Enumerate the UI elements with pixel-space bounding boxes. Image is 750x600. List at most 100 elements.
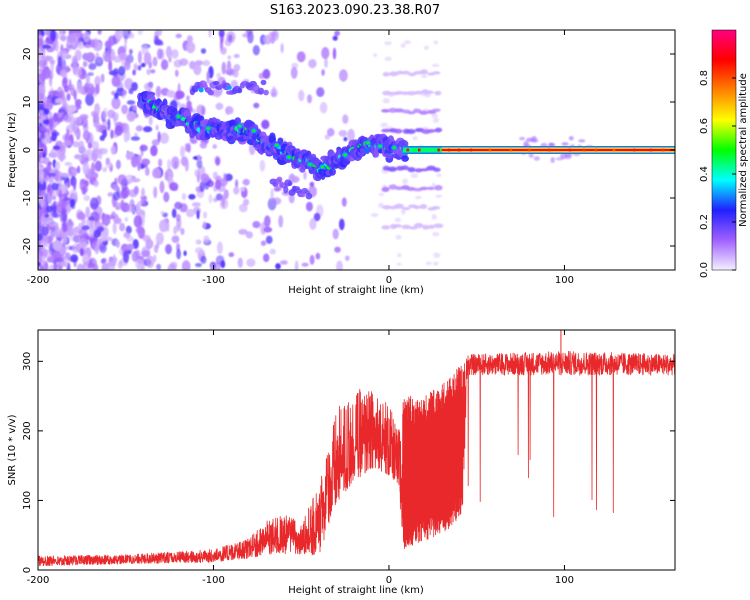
noise-blob [40,190,47,199]
noise-blob [59,172,69,177]
noise-blob [78,228,88,238]
noise-blob [85,93,95,106]
noise-blob [124,217,129,222]
noise-blob [262,253,270,263]
noise-blob [72,140,80,148]
constant-band-core [441,148,675,152]
harmonic-blob [406,129,416,134]
noise-blob [175,213,181,222]
noise-blob [110,129,114,139]
harmonic-blob [414,90,423,95]
noise-blob [42,260,48,267]
noise-blob [206,71,210,82]
noise-blob [130,155,138,168]
noise-blob [66,34,77,43]
noise-blob [382,98,390,104]
noise-blob [180,156,189,167]
noise-blob [224,173,233,182]
noise-blob [279,260,288,265]
noise-blob [101,262,109,270]
noise-blob [126,243,135,251]
ridge-branch-blob [276,176,283,182]
noise-blob [194,169,200,177]
harmonic-blob [381,186,390,193]
noise-blob [160,59,169,71]
noise-blob [578,139,586,143]
noise-blob [327,127,335,137]
noise-blob [135,259,145,270]
noise-blob [76,43,85,50]
noise-blob [233,53,240,59]
noise-blob [215,102,224,110]
noise-blob [57,55,63,67]
noise-blob [169,182,179,191]
noise-blob [433,40,439,45]
noise-blob [265,235,273,245]
noise-blob [66,221,75,227]
noise-blob [100,73,105,83]
y-tick-label: 300 [22,352,33,371]
noise-blob [223,172,227,182]
noise-blob [78,237,87,244]
noise-blob [155,85,162,98]
ridge-peak-center [308,163,312,166]
noise-blob [143,82,154,91]
harmonic-blob [422,224,430,230]
noise-blob [66,128,70,141]
noise-blob [123,44,127,53]
noise-blob [59,211,65,223]
noise-blob [59,261,67,267]
noise-blob [167,263,177,270]
noise-blob [74,98,82,107]
noise-blob [95,125,101,133]
noise-blob [212,144,217,149]
noise-blob [119,222,126,232]
noise-blob [62,96,67,110]
noise-blob [39,169,44,180]
harmonic-blob [382,72,390,77]
noise-blob [403,40,411,45]
noise-blob [112,191,120,201]
noise-blob [41,226,50,236]
harmonic-blob [381,128,391,133]
noise-blob [87,72,94,77]
noise-blob [308,59,317,69]
ridge-peak-center [320,165,324,169]
noise-blob [397,252,402,258]
ridge-branch-core [226,85,232,90]
noise-blob [157,131,161,143]
noise-blob [200,255,207,264]
noise-blob [223,189,229,200]
constant-band-speckle [633,148,636,152]
noise-blob [117,260,123,270]
noise-blob [550,157,555,164]
x-tick-label: -100 [202,275,225,286]
snr-line [38,350,675,567]
snr-panel: -200 -100 0 100 0 100 200 300 Height of straigh… [7,329,676,596]
harmonic-blob [433,167,441,172]
noise-blob [61,184,66,195]
noise-blob [60,34,67,42]
noise-blob [145,255,155,269]
noise-blob [431,113,438,118]
noise-blob [141,250,151,258]
noise-blob [122,250,130,264]
noise-blob [38,154,41,164]
noise-blob [42,119,50,125]
noise-blob [106,48,116,62]
noise-blob [153,244,159,254]
noise-blob [157,48,163,60]
noise-blob [152,167,162,179]
spectrogram-y-label: Frequency (Hz) [7,112,18,188]
noise-blob [152,56,158,67]
noise-blob [139,144,148,152]
harmonic-blob [425,90,434,95]
constant-band-speckle [406,148,409,152]
noise-blob [270,188,274,201]
noise-blob [128,32,135,39]
noise-blob [114,217,122,225]
noise-blob [45,163,52,175]
x-tick-label: 0 [386,575,392,586]
